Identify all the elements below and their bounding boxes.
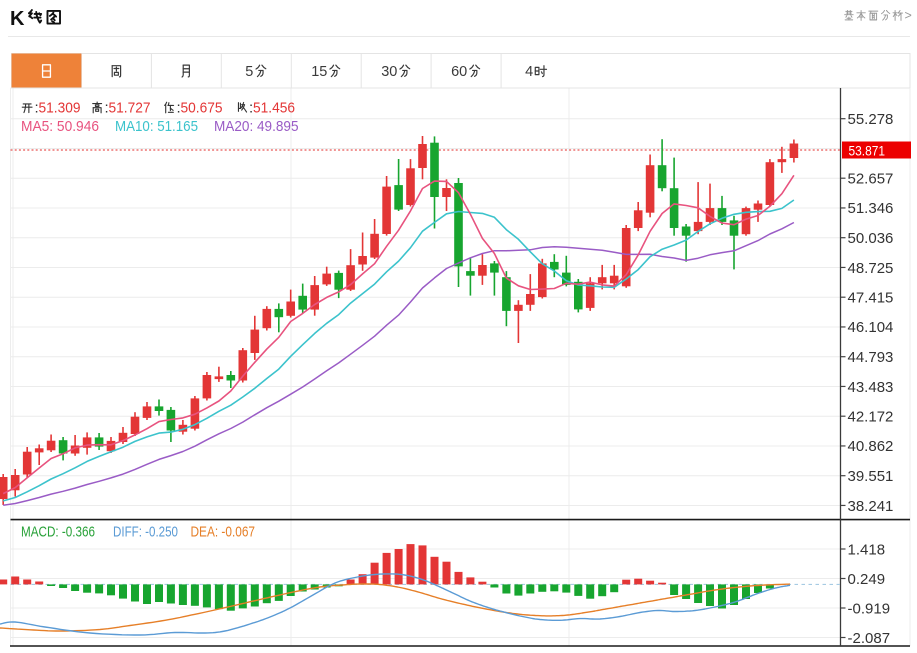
svg-text:4: 4 [525,64,533,80]
svg-text:DIFF: -0.250: DIFF: -0.250 [113,524,178,541]
svg-text:MA5: 50.946: MA5: 50.946 [21,118,99,135]
svg-text:30: 30 [381,64,397,80]
svg-text:38.241: 38.241 [848,498,894,515]
svg-text:0.249: 0.249 [848,571,886,588]
svg-text:40.862: 40.862 [848,438,894,455]
svg-text:48.725: 48.725 [848,260,894,277]
svg-text:43.483: 43.483 [848,379,894,396]
svg-text:DEA: -0.067: DEA: -0.067 [191,524,256,541]
svg-text:1.418: 1.418 [848,541,886,558]
svg-text:51.727: 51.727 [109,100,151,117]
svg-text:51.456: 51.456 [253,100,295,117]
svg-text:44.793: 44.793 [848,349,894,366]
svg-text:MA20: 49.895: MA20: 49.895 [214,118,299,135]
svg-text:60: 60 [451,64,467,80]
svg-text:-0.919: -0.919 [848,600,891,617]
svg-text:53.871: 53.871 [849,143,886,158]
svg-text::: : [177,100,181,117]
svg-text:46.104: 46.104 [848,319,894,336]
svg-text:50.675: 50.675 [181,100,223,117]
svg-text:39.551: 39.551 [848,468,894,485]
svg-text:52.657: 52.657 [848,171,894,188]
svg-text:51.309: 51.309 [39,100,81,117]
svg-text::: : [35,100,39,117]
svg-text:50.036: 50.036 [848,230,894,247]
svg-text:51.346: 51.346 [848,200,894,217]
svg-text::: : [249,100,253,117]
svg-text:47.415: 47.415 [848,290,894,307]
svg-text:55.278: 55.278 [848,111,894,128]
svg-text:5: 5 [245,64,253,80]
svg-text:-2.087: -2.087 [848,630,891,647]
svg-text:MA10: 51.165: MA10: 51.165 [115,118,198,135]
svg-text:>: > [905,9,912,23]
svg-text:42.172: 42.172 [848,409,894,426]
svg-text:K: K [10,8,25,30]
svg-text::: : [105,100,109,117]
svg-text:MACD: -0.366: MACD: -0.366 [21,524,95,541]
svg-text:15: 15 [311,64,327,80]
